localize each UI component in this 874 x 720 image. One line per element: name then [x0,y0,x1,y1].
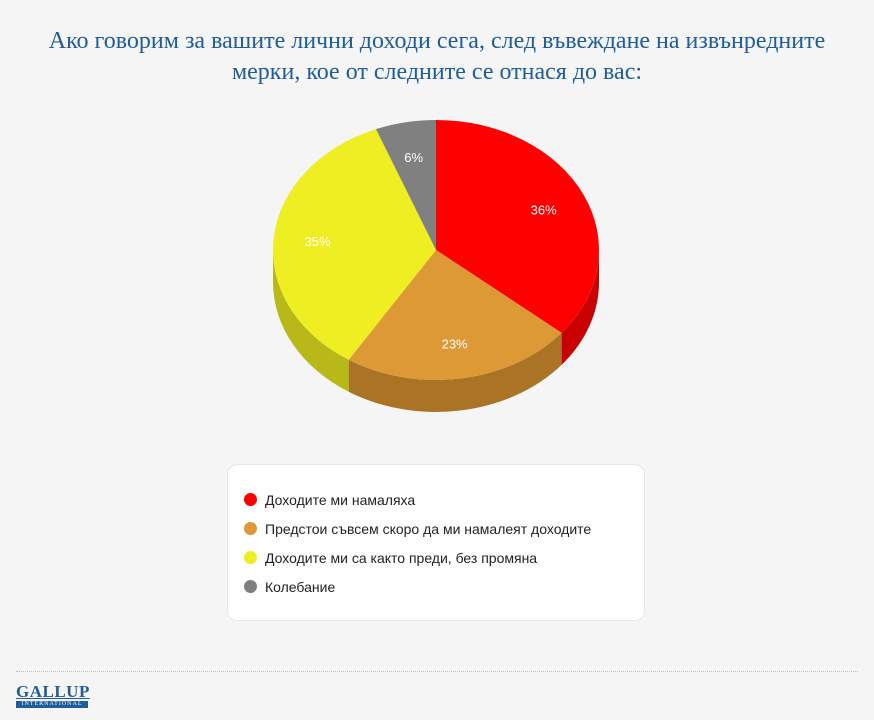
footer-divider [16,671,858,672]
pie-side-unchanged [273,250,349,392]
chart-title: Ако говорим за вашите лични доходи сега,… [20,26,854,88]
legend-item-hesitation[interactable]: Колебание [228,572,644,601]
pie-side-walls [273,250,599,412]
data-label-will-decrease: 23% [442,337,468,352]
legend-marker-decreased [244,493,257,506]
legend-label-will-decrease: Предстои съвсем скоро да ми намалеят дох… [265,520,592,537]
legend-item-decreased[interactable]: Доходите ми намаляха [228,485,644,514]
pie-side-decreased [561,250,599,365]
logo-wordmark: GALLUP [16,682,90,701]
legend-label-unchanged: Доходите ми са както преди, без промяна [265,549,538,566]
pie-slice-unchanged[interactable] [273,129,436,360]
pie-slice-decreased[interactable] [436,120,600,333]
legend-item-unchanged[interactable]: Доходите ми са както преди, без промяна [228,543,644,572]
data-label-unchanged: 35% [305,234,331,249]
data-label-hesitation: 6% [404,150,423,165]
data-label-decreased: 36% [531,203,557,218]
logo-subtitle: INTERNATIONAL [16,701,88,708]
pie-slice-hesitation[interactable] [376,120,436,250]
pie-slice-will-decrease[interactable] [348,250,562,380]
legend-marker-hesitation [244,580,257,593]
pie-chart: 36% 23% 35% 6% [273,120,600,412]
legend-marker-unchanged [244,551,257,564]
chart-title-line-1: Ако говорим за вашите лични доходи сега,… [48,28,826,54]
legend-item-will-decrease[interactable]: Предстои съвсем скоро да ми намалеят дох… [228,514,644,543]
gallup-logo[interactable]: GALLUP INTERNATIONAL [16,682,90,708]
legend-marker-will-decrease [244,522,257,535]
legend-label-hesitation: Колебание [265,578,336,595]
chart-legend: Доходите ми намаляха Предстои съвсем ско… [227,464,645,621]
chart-title-line-2: мерки, кое от следните се отнася до вас: [231,59,643,85]
legend-label-decreased: Доходите ми намаляха [265,491,416,508]
pie-side-will-decrease [348,332,562,412]
